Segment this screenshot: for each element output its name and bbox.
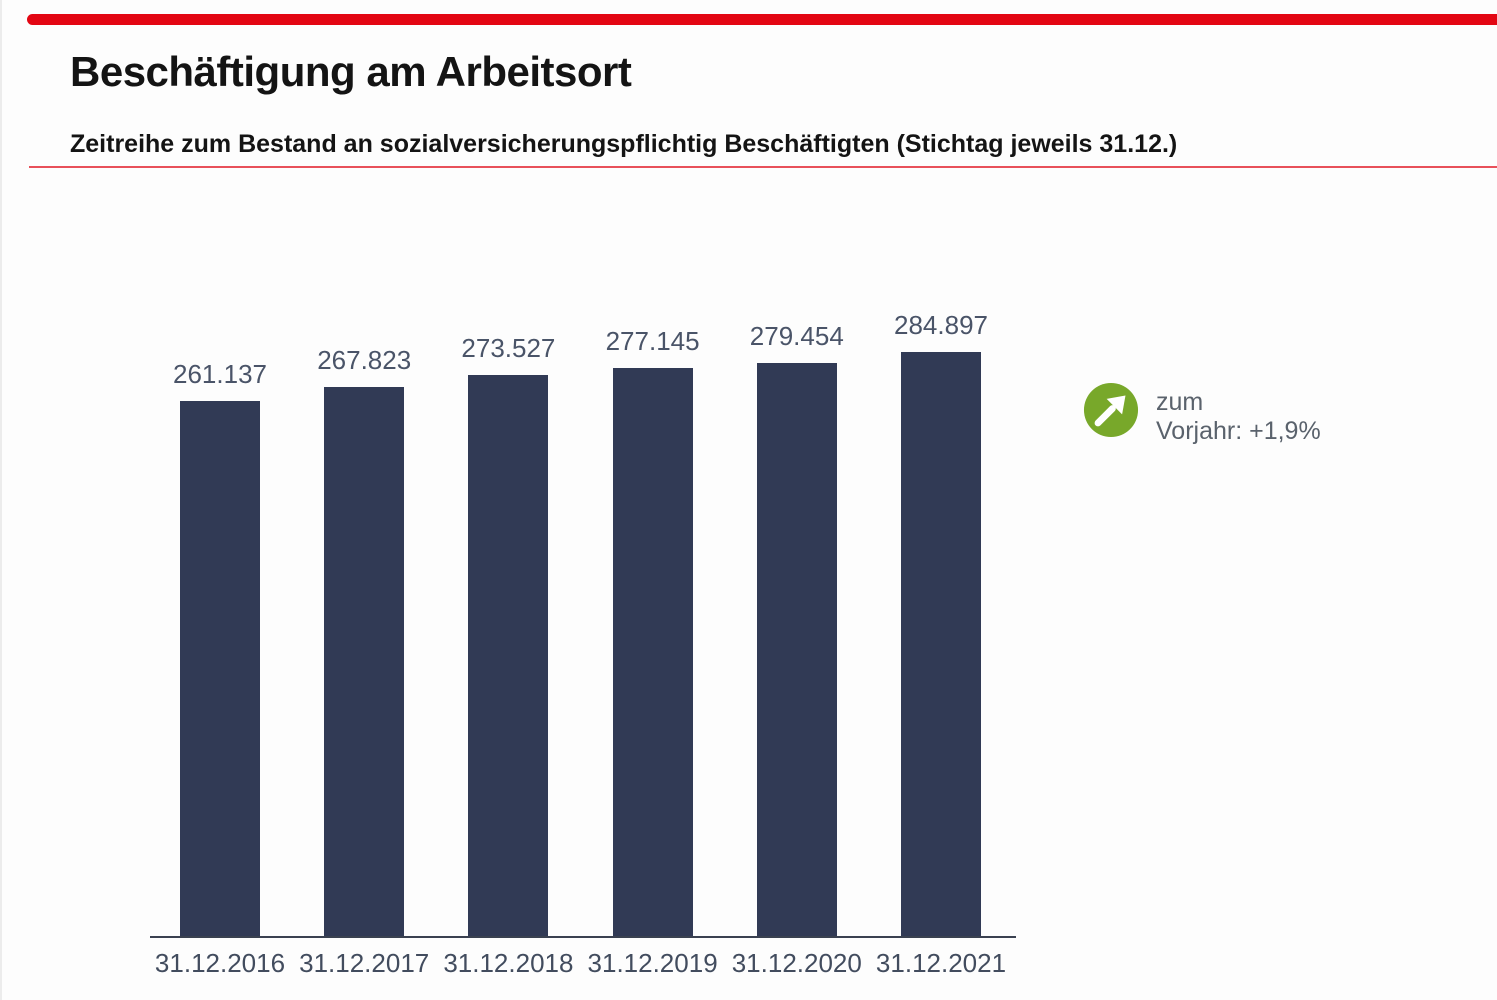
bar	[756, 363, 837, 936]
x-axis-line	[150, 936, 1016, 938]
x-tick-label: 31.12.2019	[587, 948, 718, 978]
page-title: Beschäftigung am Arbeitsort	[70, 48, 632, 95]
page-subtitle: Zeitreihe zum Bestand an sozialversicher…	[70, 130, 1178, 158]
trend-badge: zum Vorjahr: +1,9%	[1083, 382, 1321, 446]
x-tick-label: 31.12.2016	[154, 948, 286, 978]
x-tick-label: 31.12.2018	[443, 948, 574, 978]
bar-value-label: 273.527	[461, 333, 556, 363]
bar-value-label: 261.137	[173, 359, 267, 389]
top-accent-bar	[27, 14, 1497, 25]
arrow-shaft	[1094, 405, 1116, 427]
bar	[180, 401, 260, 936]
trend-label-line2: Vorjahr: +1,9%	[1156, 417, 1321, 445]
bar	[324, 387, 405, 936]
arrow-head	[1106, 395, 1126, 415]
bar	[612, 368, 693, 936]
trend-label: zum Vorjahr: +1,9%	[1156, 388, 1321, 446]
employment-bar-chart: 261.137 31.12.2016 267.823 31.12.2017 273.52…	[150, 300, 1016, 978]
bar-value-label: 279.454	[749, 321, 844, 351]
bar	[468, 375, 549, 936]
x-tick-label: 31.12.2021	[875, 948, 1007, 978]
trend-up-arrow-icon	[1083, 382, 1139, 438]
red-divider	[29, 166, 1497, 168]
trend-label-line1: zum	[1156, 388, 1204, 416]
x-tick-label: 31.12.2017	[299, 948, 430, 978]
x-tick-label: 31.12.2020	[731, 948, 862, 978]
bar-value-label: 267.823	[317, 345, 412, 375]
bar-value-label: 277.145	[605, 326, 700, 356]
bar-value-label: 284.897	[894, 310, 988, 340]
bar	[901, 352, 981, 936]
